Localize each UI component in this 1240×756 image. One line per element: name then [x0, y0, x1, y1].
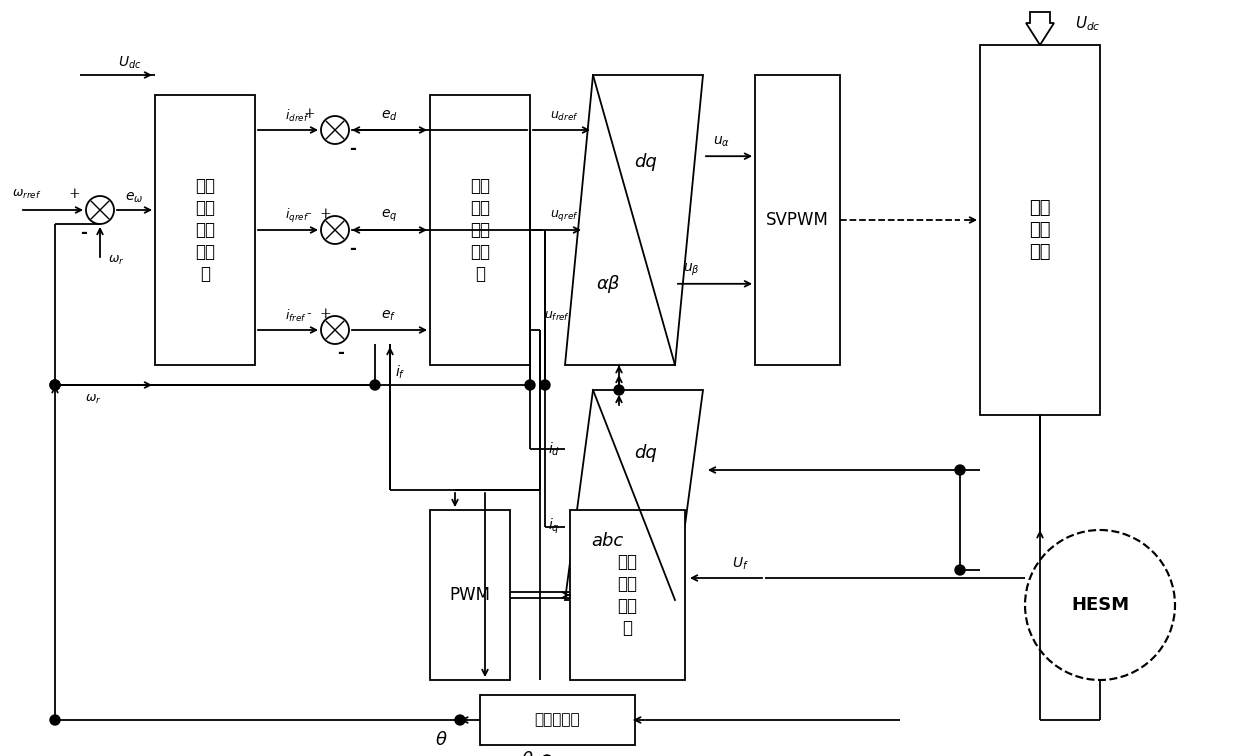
Text: $e_d$: $e_d$ — [381, 109, 397, 123]
Polygon shape — [565, 75, 703, 365]
Text: $u_{dref}$: $u_{dref}$ — [551, 110, 579, 122]
Circle shape — [614, 385, 624, 395]
Circle shape — [50, 380, 60, 390]
Text: αβ: αβ — [596, 274, 620, 293]
Text: $\theta$: $\theta$ — [521, 751, 533, 756]
Text: $\omega_r$: $\omega_r$ — [108, 253, 124, 267]
Text: $u_{qref}$: $u_{qref}$ — [551, 209, 579, 224]
Bar — [980, 45, 1100, 415]
Text: +: + — [304, 107, 315, 121]
Text: -: - — [306, 207, 311, 221]
Text: $U_{dc}$: $U_{dc}$ — [1075, 14, 1101, 33]
Text: 励磁
功率
变换
器: 励磁 功率 变换 器 — [618, 553, 637, 637]
Text: $\theta$: $\theta$ — [435, 731, 448, 749]
Bar — [155, 95, 255, 365]
Text: $\omega_r$: $\omega_r$ — [86, 392, 102, 405]
Circle shape — [542, 755, 552, 756]
Circle shape — [370, 380, 379, 390]
Text: PWM: PWM — [449, 586, 491, 604]
Text: $i_{dref}$: $i_{dref}$ — [285, 108, 309, 124]
Text: $u_\beta$: $u_\beta$ — [683, 262, 699, 278]
Text: abc: abc — [591, 532, 624, 550]
Polygon shape — [565, 390, 703, 600]
Circle shape — [50, 380, 60, 390]
Polygon shape — [1025, 12, 1054, 45]
Text: -: - — [350, 140, 356, 156]
Text: +: + — [319, 207, 331, 221]
Bar — [430, 95, 529, 365]
Bar — [570, 510, 684, 680]
Circle shape — [50, 715, 60, 725]
Text: HESM: HESM — [1071, 596, 1130, 614]
Text: 主功
率变
换器: 主功 率变 换器 — [1029, 199, 1050, 262]
Text: $i_d$: $i_d$ — [548, 440, 560, 457]
Circle shape — [955, 565, 965, 575]
Text: -: - — [350, 240, 356, 256]
Text: 位置传感器: 位置传感器 — [534, 712, 580, 727]
Text: $i_q$: $i_q$ — [548, 517, 560, 536]
Text: -: - — [337, 343, 345, 361]
Text: -: - — [81, 224, 88, 240]
Text: SVPWM: SVPWM — [766, 211, 828, 229]
Text: $i_f$: $i_f$ — [396, 364, 405, 381]
Bar — [430, 510, 510, 680]
Text: $i_{fref}$: $i_{fref}$ — [285, 308, 306, 324]
Text: $u_\alpha$: $u_\alpha$ — [713, 135, 730, 150]
Text: 速度
逆推
跟踪
控制
器: 速度 逆推 跟踪 控制 器 — [195, 177, 215, 284]
Text: $\omega_{rref}$: $\omega_{rref}$ — [12, 187, 41, 200]
Text: +: + — [319, 307, 331, 321]
Text: $U_f$: $U_f$ — [732, 556, 749, 572]
Circle shape — [525, 380, 534, 390]
Text: dq: dq — [634, 153, 656, 171]
Text: $U_{dc}$: $U_{dc}$ — [118, 54, 141, 71]
Text: $i_{qref}$: $i_{qref}$ — [285, 207, 309, 225]
Circle shape — [539, 380, 551, 390]
Text: +: + — [68, 187, 79, 201]
Text: $e_f$: $e_f$ — [382, 308, 397, 324]
Bar — [755, 75, 839, 365]
Circle shape — [955, 465, 965, 475]
Text: $e_q$: $e_q$ — [381, 208, 397, 224]
Bar — [480, 695, 635, 745]
Text: 电流
逆推
跟踪
控制
器: 电流 逆推 跟踪 控制 器 — [470, 177, 490, 284]
Text: $u_{fref}$: $u_{fref}$ — [544, 309, 570, 323]
Text: -: - — [306, 307, 311, 321]
Text: $e_\omega$: $e_\omega$ — [125, 191, 143, 205]
Circle shape — [455, 715, 465, 725]
Text: dq: dq — [634, 444, 656, 462]
